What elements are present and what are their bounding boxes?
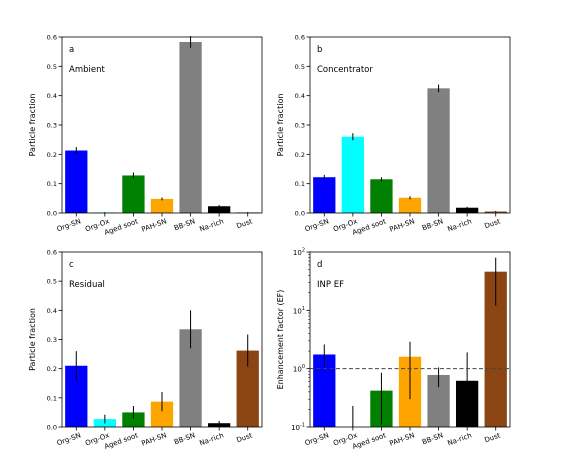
bar-b-3: [398, 197, 422, 213]
x-tick-label-a-0: Org-SN: [56, 217, 82, 233]
y-tick-label-c-2: 0.2: [47, 365, 57, 373]
y-tick-label-a-0: 0.0: [47, 210, 57, 218]
y-tick-base-d-2: 10: [293, 307, 302, 315]
bar-d-0: [313, 354, 336, 427]
x-tick-label-b-0: Org-SN: [304, 217, 330, 233]
y-tick-label-a-1: 0.1: [47, 180, 57, 188]
y-tick-label-a-6: 0.6: [47, 34, 57, 42]
y-tick-label-d-3: 102: [293, 248, 305, 258]
y-tick-exponent-d-0: -1: [300, 423, 305, 429]
x-tick-label-c-3: PAH-SN: [140, 431, 167, 447]
x-tick-label-d-4: BB-SN: [421, 431, 444, 446]
bar-a-4: [179, 41, 202, 213]
y-tick-label-c-6: 0.6: [47, 249, 57, 257]
y-tick-label-a-2: 0.2: [47, 151, 57, 159]
y-tick-exponent-d-2: 1: [302, 306, 305, 312]
y-tick-label-c-5: 0.5: [47, 278, 57, 286]
bar-b-6: [484, 211, 507, 213]
y-tick-label-a-3: 0.3: [47, 122, 57, 130]
y-tick-label-a-5: 0.5: [47, 63, 57, 71]
y-tick-label-b-4: 0.4: [295, 92, 305, 100]
panel-title-c: Residual: [69, 280, 105, 290]
x-tick-label-c-5: Na-rich: [198, 431, 224, 447]
y-tick-label-b-1: 0.1: [295, 180, 305, 188]
y-tick-label-b-6: 0.6: [295, 34, 305, 42]
x-tick-label-c-4: BB-SN: [173, 431, 196, 446]
y-tick-label-d-2: 101: [293, 306, 305, 316]
x-tick-label-d-0: Org-SN: [304, 431, 330, 447]
y-axis-label-b: Particle fraction: [276, 94, 285, 157]
bar-a-3: [150, 198, 174, 213]
y-tick-label-b-2: 0.2: [295, 151, 305, 159]
x-tick-label-b-6: Dust: [483, 217, 501, 230]
x-tick-label-a-3: PAH-SN: [140, 217, 167, 233]
y-axis-label-d: Enhancement factor (EF): [276, 290, 285, 390]
y-tick-exponent-d-3: 2: [302, 248, 305, 254]
x-tick-label-d-6: Dust: [483, 431, 501, 444]
y-tick-label-c-1: 0.1: [47, 394, 57, 402]
panel-letter-c: c: [69, 260, 74, 270]
bar-c-4: [179, 329, 202, 427]
panel-letter-a: a: [69, 45, 74, 55]
y-tick-base-d-1: 10: [293, 366, 302, 374]
y-tick-exponent-d-1: 0: [302, 364, 305, 370]
x-tick-label-c-6: Dust: [235, 431, 253, 444]
x-tick-label-b-3: PAH-SN: [388, 217, 415, 233]
y-tick-label-b-3: 0.3: [295, 122, 305, 130]
panel-letter-b: b: [317, 45, 322, 55]
x-tick-label-d-5: Na-rich: [446, 431, 472, 447]
y-tick-base-d-0: 10: [291, 424, 300, 432]
x-tick-label-c-0: Org-SN: [56, 431, 82, 447]
bar-b-2: [370, 179, 393, 213]
x-tick-label-b-5: Na-rich: [446, 217, 472, 233]
bar-a-0: [65, 150, 88, 213]
y-tick-label-c-0: 0.0: [47, 424, 57, 432]
x-tick-label-a-4: BB-SN: [173, 217, 196, 232]
bar-a-2: [122, 175, 145, 213]
x-tick-label-a-5: Na-rich: [198, 217, 224, 233]
y-tick-label-d-1: 100: [293, 364, 305, 374]
y-tick-label-c-3: 0.3: [47, 336, 57, 344]
bar-c-6: [236, 350, 259, 427]
bar-d-6: [484, 271, 507, 427]
panel-title-b: Concentrator: [317, 65, 373, 75]
bar-b-4: [427, 88, 450, 213]
panel-title-a: Ambient: [69, 65, 105, 75]
bar-b-0: [313, 177, 336, 213]
panel-title-d: INP EF: [317, 280, 344, 290]
bar-a-5: [208, 206, 231, 213]
y-tick-label-c-4: 0.4: [47, 307, 57, 315]
y-tick-label-d-0: 10-1: [291, 423, 305, 433]
plot-frame-a: [61, 36, 263, 214]
y-tick-label-b-0: 0.0: [295, 210, 305, 218]
bar-c-0: [65, 365, 88, 427]
bar-c-3: [150, 401, 174, 428]
bar-b-5: [456, 207, 479, 213]
x-tick-label-b-4: BB-SN: [421, 217, 444, 232]
y-tick-label-a-4: 0.4: [47, 92, 57, 100]
y-axis-label-a: Particle fraction: [28, 94, 37, 157]
bar-b-1: [341, 136, 364, 213]
bar-c-2: [122, 412, 145, 427]
y-axis-label-c: Particle fraction: [28, 308, 37, 371]
y-tick-label-b-5: 0.5: [295, 63, 305, 71]
y-tick-base-d-3: 10: [293, 249, 302, 257]
bar-d-4: [427, 374, 450, 427]
x-tick-label-d-3: PAH-SN: [388, 431, 415, 447]
panel-letter-d: d: [317, 260, 322, 270]
x-tick-label-a-6: Dust: [235, 217, 253, 230]
plot-frame-b: [309, 36, 511, 214]
